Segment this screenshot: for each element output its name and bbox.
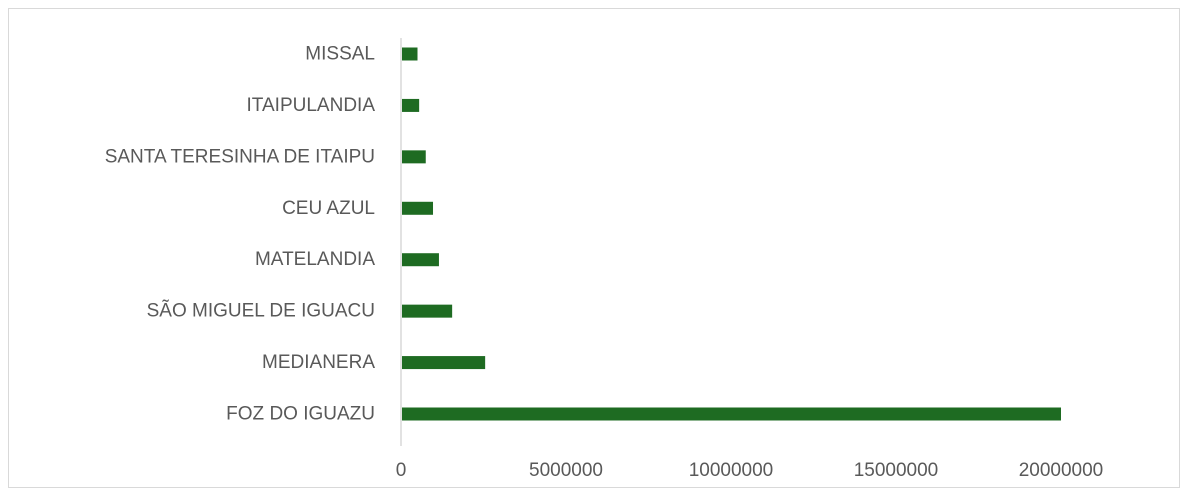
- x-tick-label: 20000000: [1019, 460, 1104, 481]
- bars-group: [402, 47, 1061, 421]
- category-label: SANTA TERESINHA DE ITAIPU: [105, 146, 375, 167]
- category-labels: MISSAL ITAIPULANDIA SANTA TERESINHA DE ITA…: [105, 44, 376, 425]
- bar-missal: [402, 47, 418, 61]
- category-label: MATELANDIA: [255, 249, 375, 270]
- x-tick-labels: 0 5000000 10000000 15000000 20000000: [396, 460, 1104, 481]
- category-label: MISSAL: [305, 44, 375, 65]
- category-label: CEU AZUL: [282, 198, 375, 219]
- category-label: FOZ DO IGUAZU: [226, 404, 375, 425]
- bar-ceu-azul: [402, 201, 434, 215]
- bar-medianera: [402, 356, 486, 370]
- bar-foz-do-iguazu: [402, 407, 1061, 421]
- category-label: MEDIANERA: [262, 352, 375, 373]
- bar-santa-teresinha-de-itaipu: [402, 150, 426, 164]
- x-tick-label: 5000000: [529, 460, 603, 481]
- bar-matelandia: [402, 253, 439, 267]
- x-tick-label: 10000000: [689, 460, 774, 481]
- bar-s-o-miguel-de-iguacu: [402, 304, 453, 318]
- x-tick-label: 0: [396, 460, 407, 481]
- bar-itaipulandia: [402, 98, 420, 112]
- category-label: SÃO MIGUEL DE IGUACU: [147, 300, 375, 322]
- x-tick-label: 15000000: [854, 460, 939, 481]
- category-label: ITAIPULANDIA: [247, 95, 376, 116]
